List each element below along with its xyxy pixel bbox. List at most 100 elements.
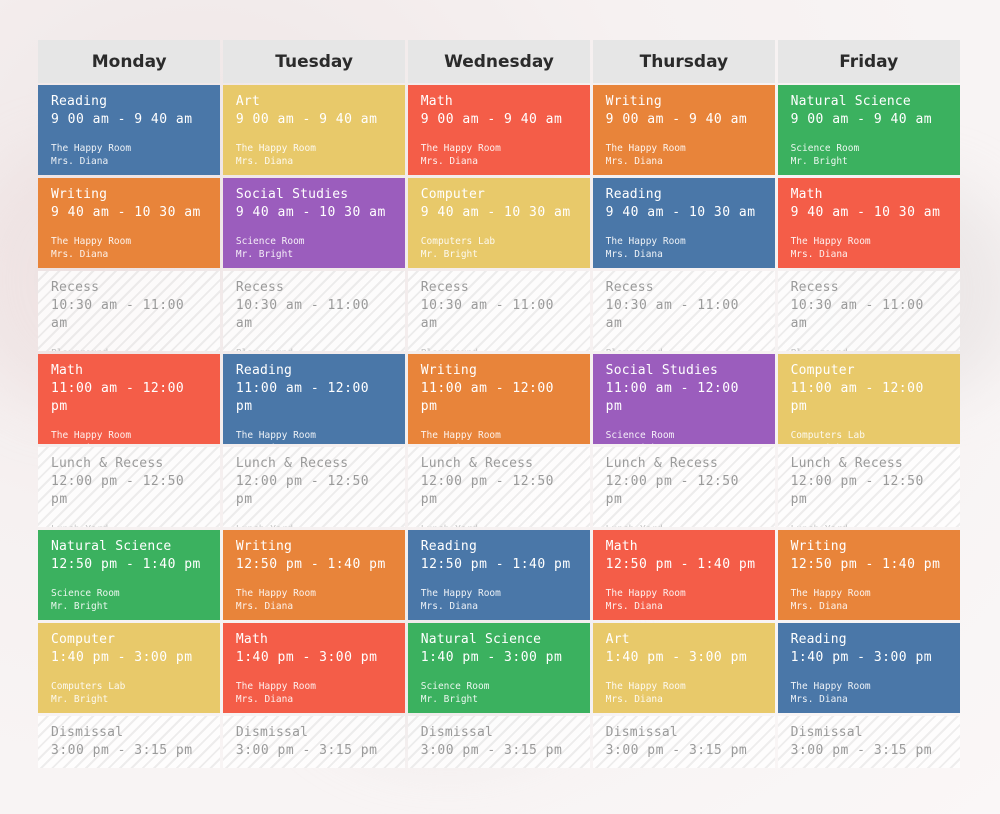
class-block: Art 9 00 am - 9 40 am The Happy Room Mrs. D… <box>222 85 406 175</box>
time-range: 9 00 am - 9 40 am <box>51 112 193 127</box>
teacher-label: Mrs. Diana <box>235 156 294 167</box>
time-range: 11:00 am - 12:00 pm <box>235 381 370 414</box>
class-block: Natural Science 9 00 am - 9 40 am Science … <box>777 85 960 175</box>
subject-label: Lunch & Recess <box>51 456 164 471</box>
class-block: Math 11:00 am - 12:00 pm The Happy RoomMrs… <box>38 354 221 444</box>
teacher-label: Mrs. Diana <box>790 249 848 260</box>
subject-label: Lunch & Recess <box>235 456 349 471</box>
subject-label: Lunch & Recess <box>605 456 719 471</box>
dismissal-block: Dismissal 3:00 pm - 3:15 pm <box>222 716 406 768</box>
time-range: 9 40 am - 10 30 am <box>605 205 756 220</box>
teacher-label: Mrs. Diana <box>605 156 663 167</box>
subject-label: Math <box>235 632 268 647</box>
room-label: Lunch Yard <box>791 523 947 527</box>
subject-label: Writing <box>605 94 662 109</box>
subject-label: Art <box>235 94 260 109</box>
class-block: Writing 9 00 am - 9 40 am The Happy Room Mr… <box>592 85 776 175</box>
subject-label: Writing <box>790 539 847 554</box>
class-block: Computer 11:00 am - 12:00 pm Computers Lab… <box>777 354 960 444</box>
class-block: Writing 12:50 pm - 1:40 pm The Happy Room M… <box>222 530 406 620</box>
subject-label: Reading <box>420 539 477 554</box>
class-block: Writing 12:50 pm - 1:40 pm The Happy Room M… <box>777 530 960 620</box>
class-block: Writing 11:00 am - 12:00 pm The Happy Room… <box>407 354 591 444</box>
teacher-label: Mr. Bright <box>51 601 109 612</box>
room-label: Computers Lab <box>51 681 126 692</box>
time-range: 11:00 am - 12:00 pm <box>790 381 924 414</box>
time-range: 10:30 am - 11:00 am <box>51 298 185 331</box>
time-range: 9 00 am - 9 40 am <box>235 112 378 127</box>
time-range: 1:40 pm - 3:00 pm <box>605 650 748 665</box>
class-block: Writing 9 40 am - 10 30 am The Happy Room M… <box>38 178 221 268</box>
subject-label: Writing <box>420 363 477 378</box>
teacher-label: Mrs. Diana <box>51 442 207 444</box>
time-range: 1:40 pm - 3:00 pm <box>51 650 193 665</box>
subject-label: Natural Science <box>51 539 172 554</box>
time-range: 1:40 pm - 3:00 pm <box>235 650 378 665</box>
room-label: Science Room <box>420 681 490 692</box>
subject-label: Math <box>790 187 823 202</box>
time-range: 3:00 pm - 3:15 pm <box>51 743 193 758</box>
dismissal-block: Dismissal 3:00 pm - 3:15 pm <box>592 716 776 768</box>
time-range: 12:00 pm - 12:50 pm <box>235 474 370 507</box>
subject-label: Dismissal <box>790 725 863 740</box>
room-label: Lunch Yard <box>606 523 762 527</box>
time-range: 12:50 pm - 1:40 pm <box>51 557 201 572</box>
subject-label: Reading <box>51 94 108 109</box>
day-header-monday: Monday <box>38 40 221 83</box>
subject-label: Recess <box>235 280 285 295</box>
room-label: The Happy Room <box>790 681 871 692</box>
teacher-label: Mrs. Diana <box>605 249 663 260</box>
subject-label: Computer <box>51 632 116 647</box>
subject-label: Recess <box>605 280 654 295</box>
day-header-thursday: Thursday <box>592 40 776 83</box>
time-range: 11:00 am - 12:00 pm <box>605 381 739 414</box>
teacher-label: Mrs. Diana <box>51 249 109 260</box>
room-label: The Happy Room <box>51 236 132 247</box>
subject-label: Recess <box>420 280 469 295</box>
subject-label: Art <box>605 632 630 647</box>
subject-label: Math <box>51 363 84 378</box>
room-label: The Happy Room <box>790 236 871 247</box>
teacher-label: Mrs. Diana <box>420 601 478 612</box>
day-header-tuesday: Tuesday <box>222 40 406 83</box>
time-range: 9 40 am - 10 30 am <box>790 205 941 220</box>
time-range: 12:50 pm - 1:40 pm <box>605 557 756 572</box>
subject-label: Natural Science <box>790 94 911 109</box>
subject-label: Dismissal <box>420 725 494 740</box>
class-block: Computer 1:40 pm - 3:00 pm Computers Lab Mr… <box>38 623 221 713</box>
time-range: 9 00 am - 9 40 am <box>420 112 563 127</box>
teacher-label: Mrs. Diana <box>605 601 663 612</box>
time-range: 3:00 pm - 3:15 pm <box>420 743 563 758</box>
time-range: 12:00 pm - 12:50 pm <box>605 474 739 507</box>
teacher-label: Mr. Bright <box>420 694 478 705</box>
time-range: 9 00 am - 9 40 am <box>605 112 748 127</box>
break-block: Recess 10:30 am - 11:00 am Playground <box>222 271 406 351</box>
room-label: The Happy Room <box>790 588 871 599</box>
room-label: The Happy Room <box>51 143 132 154</box>
room-label: The Happy Room <box>605 236 686 247</box>
break-block: Lunch & Recess 12:00 pm - 12:50 pm Lunch Y… <box>777 447 960 527</box>
room-label: Science Room <box>605 430 675 441</box>
day-header-friday: Friday <box>777 40 960 83</box>
teacher-label: Mr. Bright <box>235 249 294 260</box>
time-range: 12:00 pm - 12:50 pm <box>51 474 185 507</box>
teacher-label: Mrs. Diana <box>420 156 478 167</box>
time-range: 10:30 am - 11:00 am <box>605 298 739 331</box>
time-range: 12:00 pm - 12:50 pm <box>790 474 924 507</box>
room-label: Science Room <box>51 588 120 599</box>
room-label: The Happy Room <box>420 430 501 441</box>
time-range: 11:00 am - 12:00 pm <box>420 381 555 414</box>
room-label: The Happy Room <box>235 588 316 599</box>
time-range: 10:30 am - 11:00 am <box>420 298 555 331</box>
subject-label: Reading <box>790 632 847 647</box>
class-block: Computer 9 40 am - 10 30 am Computers Lab M… <box>407 178 591 268</box>
room-label: Computers Lab <box>790 430 865 441</box>
room-label: Playground <box>421 347 577 351</box>
room-label: Computers Lab <box>420 236 496 247</box>
class-block: Natural Science 12:50 pm - 1:40 pm Science… <box>38 530 221 620</box>
time-range: 9 40 am - 10 30 am <box>51 205 201 220</box>
dismissal-block: Dismissal 3:00 pm - 3:15 pm <box>407 716 591 768</box>
subject-label: Dismissal <box>51 725 124 740</box>
teacher-label: Mrs. Diana <box>605 694 663 705</box>
teacher-label: Mr. Bright <box>606 442 762 444</box>
